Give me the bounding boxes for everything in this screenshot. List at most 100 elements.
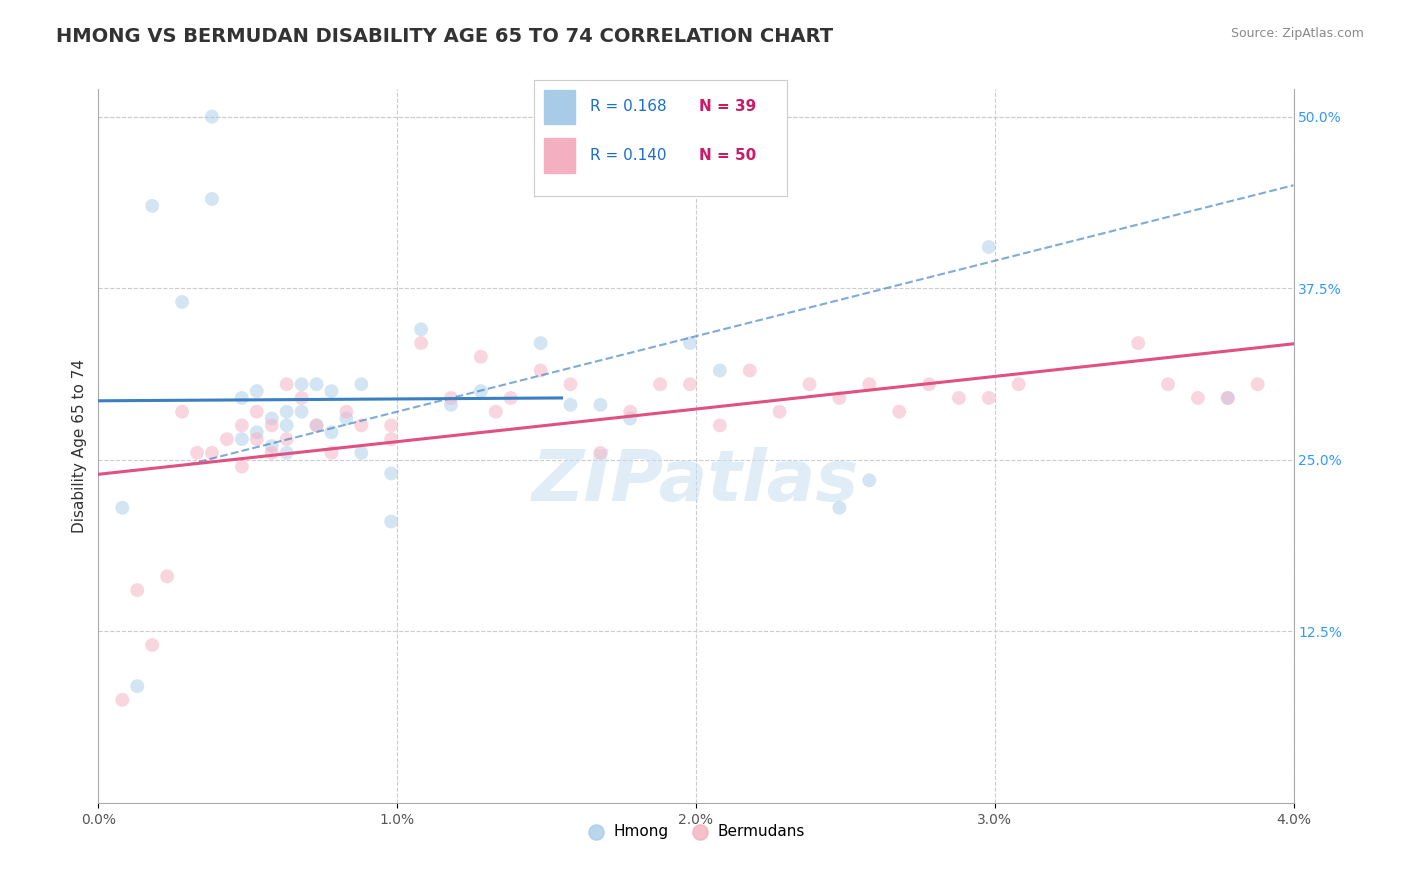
Point <box>977 240 1000 254</box>
Point <box>246 432 269 446</box>
Point <box>291 405 314 419</box>
Point <box>291 391 314 405</box>
Point <box>619 405 641 419</box>
Point <box>918 377 941 392</box>
Text: N = 50: N = 50 <box>699 148 756 163</box>
Point <box>141 199 163 213</box>
Point <box>828 500 851 515</box>
Point <box>231 459 253 474</box>
Y-axis label: Disability Age 65 to 74: Disability Age 65 to 74 <box>72 359 87 533</box>
Point <box>411 322 433 336</box>
Point <box>276 405 298 419</box>
Text: R = 0.168: R = 0.168 <box>591 99 666 114</box>
Point <box>440 398 463 412</box>
Legend: Hmong, Bermudans: Hmong, Bermudans <box>581 818 811 845</box>
Point <box>231 418 253 433</box>
Point <box>276 432 298 446</box>
Point <box>172 294 194 309</box>
Point <box>231 391 253 405</box>
Point <box>889 405 911 419</box>
Point <box>305 418 328 433</box>
Point <box>321 384 343 398</box>
Point <box>111 500 134 515</box>
Point <box>127 679 149 693</box>
Point <box>291 377 314 392</box>
Text: Source: ZipAtlas.com: Source: ZipAtlas.com <box>1230 27 1364 40</box>
Point <box>589 398 612 412</box>
Point <box>260 446 283 460</box>
Bar <box>544 138 575 173</box>
Point <box>530 336 553 351</box>
Point <box>231 432 253 446</box>
Point <box>648 377 672 392</box>
Point <box>560 377 582 392</box>
Point <box>335 411 357 425</box>
Point <box>276 446 298 460</box>
Point <box>141 638 163 652</box>
Point <box>619 411 641 425</box>
Point <box>111 693 134 707</box>
Point <box>799 377 821 392</box>
Point <box>276 418 298 433</box>
Point <box>1157 377 1180 392</box>
Point <box>858 473 880 487</box>
Point <box>977 391 1000 405</box>
Point <box>499 391 522 405</box>
Point <box>411 336 433 351</box>
Point <box>260 439 283 453</box>
Point <box>589 446 612 460</box>
Text: R = 0.140: R = 0.140 <box>591 148 666 163</box>
Point <box>350 377 373 392</box>
Point <box>948 391 970 405</box>
Point <box>380 467 402 481</box>
Point <box>380 515 402 529</box>
Point <box>246 405 269 419</box>
Point <box>709 418 731 433</box>
Point <box>201 192 224 206</box>
Point <box>485 405 508 419</box>
Point <box>1008 377 1031 392</box>
Point <box>828 391 851 405</box>
Point <box>305 377 328 392</box>
Point <box>321 425 343 440</box>
Point <box>470 384 492 398</box>
Point <box>246 384 269 398</box>
Point <box>321 446 343 460</box>
Point <box>709 363 731 377</box>
Point <box>201 110 224 124</box>
Point <box>768 405 790 419</box>
Point <box>350 418 373 433</box>
Text: ZIPatlas: ZIPatlas <box>533 447 859 516</box>
Point <box>350 446 373 460</box>
Point <box>186 446 208 460</box>
Point <box>305 418 328 433</box>
Text: HMONG VS BERMUDAN DISABILITY AGE 65 TO 74 CORRELATION CHART: HMONG VS BERMUDAN DISABILITY AGE 65 TO 7… <box>56 27 834 45</box>
Point <box>380 418 402 433</box>
Bar <box>544 89 575 124</box>
Point <box>560 398 582 412</box>
Point <box>738 363 761 377</box>
Point <box>858 377 880 392</box>
Point <box>1128 336 1150 351</box>
Point <box>127 583 149 598</box>
Point <box>679 336 702 351</box>
Point <box>470 350 492 364</box>
Point <box>335 405 357 419</box>
Point <box>172 405 194 419</box>
Point <box>530 363 553 377</box>
Point <box>1187 391 1209 405</box>
Point <box>201 446 224 460</box>
Point <box>276 377 298 392</box>
Point <box>679 377 702 392</box>
Point <box>1247 377 1270 392</box>
Point <box>215 432 238 446</box>
Text: N = 39: N = 39 <box>699 99 756 114</box>
Point <box>1216 391 1239 405</box>
Point <box>260 411 283 425</box>
Point <box>380 432 402 446</box>
Point <box>156 569 179 583</box>
Point <box>260 418 283 433</box>
Point <box>1216 391 1239 405</box>
Point <box>246 425 269 440</box>
Point <box>440 391 463 405</box>
